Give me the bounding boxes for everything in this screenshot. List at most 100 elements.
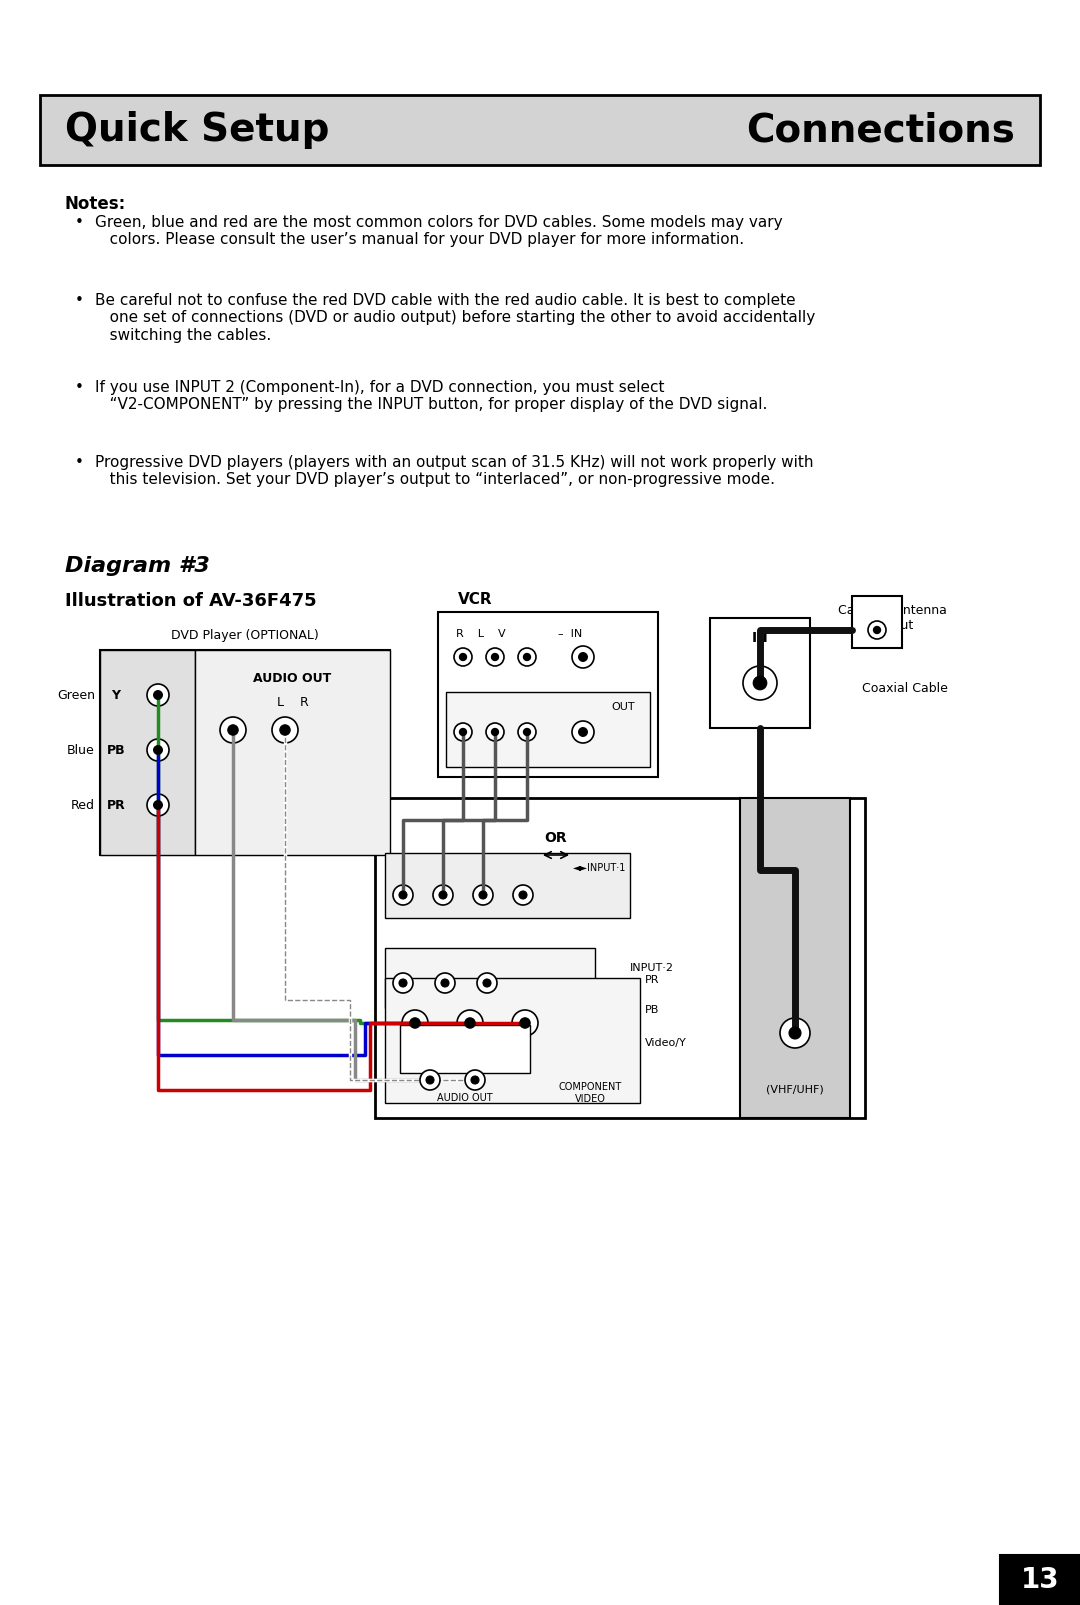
Circle shape bbox=[519, 891, 527, 899]
Text: –  IN: – IN bbox=[558, 629, 582, 639]
Circle shape bbox=[512, 1010, 538, 1035]
Text: PR: PR bbox=[645, 974, 660, 985]
Circle shape bbox=[153, 690, 162, 700]
Circle shape bbox=[471, 1075, 480, 1083]
Circle shape bbox=[868, 621, 886, 639]
FancyBboxPatch shape bbox=[384, 949, 595, 1008]
Circle shape bbox=[399, 891, 407, 899]
Circle shape bbox=[743, 666, 777, 700]
Text: L    R: L R bbox=[276, 695, 309, 708]
Circle shape bbox=[147, 684, 168, 706]
FancyBboxPatch shape bbox=[740, 798, 850, 1119]
Circle shape bbox=[441, 979, 449, 987]
Text: ◄►INPUT·1: ◄►INPUT·1 bbox=[573, 863, 626, 873]
Circle shape bbox=[409, 1018, 420, 1029]
Circle shape bbox=[465, 1071, 485, 1090]
Circle shape bbox=[459, 729, 467, 735]
Text: Red: Red bbox=[71, 799, 95, 812]
FancyBboxPatch shape bbox=[195, 650, 390, 855]
Circle shape bbox=[874, 626, 880, 634]
Circle shape bbox=[518, 648, 536, 666]
Circle shape bbox=[402, 1010, 428, 1035]
Text: AUDIO OUT: AUDIO OUT bbox=[254, 671, 332, 684]
Circle shape bbox=[524, 729, 530, 735]
Text: R    L    V: R L V bbox=[456, 629, 505, 639]
Circle shape bbox=[513, 884, 534, 905]
Text: Progressive DVD players (players with an output scan of 31.5 KHz) will not work : Progressive DVD players (players with an… bbox=[95, 454, 813, 488]
Text: OR: OR bbox=[544, 831, 567, 844]
Text: Illustration of AV-36F475: Illustration of AV-36F475 bbox=[65, 592, 316, 610]
Text: Coaxial Cable: Coaxial Cable bbox=[862, 682, 948, 695]
Circle shape bbox=[435, 973, 455, 993]
Text: Notes:: Notes: bbox=[65, 194, 126, 213]
Circle shape bbox=[153, 746, 162, 754]
Text: PB: PB bbox=[645, 1005, 660, 1014]
Text: •: • bbox=[75, 454, 84, 470]
Text: Quick Setup: Quick Setup bbox=[65, 111, 329, 149]
FancyBboxPatch shape bbox=[438, 612, 658, 777]
Text: •: • bbox=[75, 294, 84, 308]
Circle shape bbox=[464, 1018, 475, 1029]
Text: INPUT·2: INPUT·2 bbox=[630, 963, 674, 973]
Text: Green: Green bbox=[57, 689, 95, 701]
Circle shape bbox=[393, 973, 413, 993]
Text: PR: PR bbox=[107, 799, 125, 812]
Circle shape bbox=[518, 722, 536, 742]
Text: •: • bbox=[75, 380, 84, 395]
Circle shape bbox=[483, 979, 491, 987]
Circle shape bbox=[753, 676, 767, 690]
Text: Green, blue and red are the most common colors for DVD cables. Some models may v: Green, blue and red are the most common … bbox=[95, 215, 783, 247]
FancyArrowPatch shape bbox=[544, 852, 567, 859]
Text: DVD Player (OPTIONAL): DVD Player (OPTIONAL) bbox=[171, 629, 319, 642]
Text: OUT: OUT bbox=[611, 701, 635, 713]
Text: VCR: VCR bbox=[458, 592, 492, 607]
Circle shape bbox=[457, 1010, 483, 1035]
FancyBboxPatch shape bbox=[400, 1026, 530, 1074]
Circle shape bbox=[228, 725, 239, 735]
Circle shape bbox=[480, 891, 487, 899]
FancyBboxPatch shape bbox=[384, 852, 630, 918]
Circle shape bbox=[519, 1018, 530, 1029]
Circle shape bbox=[399, 979, 407, 987]
Circle shape bbox=[280, 725, 291, 735]
Text: Y: Y bbox=[111, 689, 121, 701]
Circle shape bbox=[572, 645, 594, 668]
Text: AUDIO OUT: AUDIO OUT bbox=[437, 1093, 492, 1103]
Circle shape bbox=[491, 653, 499, 661]
Circle shape bbox=[426, 1075, 434, 1083]
FancyBboxPatch shape bbox=[100, 650, 390, 855]
FancyBboxPatch shape bbox=[375, 798, 865, 1119]
Text: If you use INPUT 2 (Component-In), for a DVD connection, you must select
   “V2-: If you use INPUT 2 (Component-In), for a… bbox=[95, 380, 768, 412]
Circle shape bbox=[477, 973, 497, 993]
Circle shape bbox=[433, 884, 453, 905]
Circle shape bbox=[420, 1071, 440, 1090]
Text: COMPONENT
VIDEO: COMPONENT VIDEO bbox=[558, 1082, 622, 1104]
Circle shape bbox=[780, 1018, 810, 1048]
FancyBboxPatch shape bbox=[852, 595, 902, 648]
Circle shape bbox=[454, 648, 472, 666]
Circle shape bbox=[393, 884, 413, 905]
Circle shape bbox=[579, 727, 588, 737]
Circle shape bbox=[486, 722, 504, 742]
Circle shape bbox=[454, 722, 472, 742]
Text: PB: PB bbox=[107, 743, 125, 756]
Circle shape bbox=[491, 729, 499, 735]
Text: (VHF/UHF): (VHF/UHF) bbox=[766, 1085, 824, 1095]
Text: 13: 13 bbox=[1021, 1566, 1059, 1594]
Text: IN: IN bbox=[752, 631, 768, 645]
Circle shape bbox=[473, 884, 492, 905]
Text: Cable or Antenna
Output: Cable or Antenna Output bbox=[838, 603, 946, 632]
Text: Diagram #3: Diagram #3 bbox=[65, 555, 210, 576]
Circle shape bbox=[524, 653, 530, 661]
Text: Video/Y: Video/Y bbox=[645, 1038, 687, 1048]
Circle shape bbox=[147, 794, 168, 815]
Circle shape bbox=[220, 717, 246, 743]
Bar bbox=[1000, 1555, 1080, 1605]
Text: •: • bbox=[75, 215, 84, 230]
Circle shape bbox=[789, 1027, 801, 1038]
Circle shape bbox=[579, 653, 588, 661]
Circle shape bbox=[486, 648, 504, 666]
FancyBboxPatch shape bbox=[384, 977, 640, 1103]
Circle shape bbox=[147, 738, 168, 761]
Text: Blue: Blue bbox=[67, 743, 95, 756]
